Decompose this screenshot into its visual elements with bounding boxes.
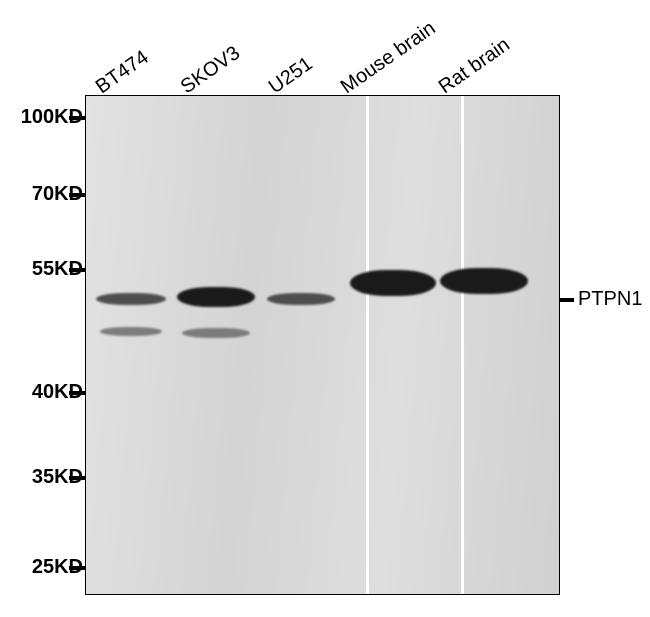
mw-tick [69,391,85,395]
lane-separator [461,96,464,595]
lane-label: U251 [265,53,317,99]
mw-tick [69,116,85,120]
lane-label: Mouse brain [337,17,440,99]
band-lane-2 [267,293,335,305]
band-lane-3 [350,270,436,296]
mw-tick [69,566,85,570]
band-lane-0 [100,327,162,336]
western-blot-figure: 100KD70KD55KD40KD35KD25KD BT474SKOV3U251… [0,0,650,617]
band-lane-0 [96,293,166,305]
lane-label: SKOV3 [177,42,245,99]
band-lane-1 [182,328,250,338]
lane-label: BT474 [92,46,153,99]
blot-membrane [85,95,560,595]
lane-label: Rat brain [435,34,515,99]
mw-tick [69,476,85,480]
lane-separator [366,96,369,595]
band-lane-4 [440,268,528,294]
target-tick [560,298,574,302]
mw-tick [69,193,85,197]
mw-tick [69,268,85,272]
target-label: PTPN1 [578,288,642,311]
band-lane-1 [177,287,255,307]
